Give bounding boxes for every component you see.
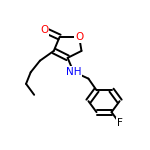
Text: O: O — [75, 32, 83, 42]
Text: NH: NH — [66, 67, 81, 77]
Text: F: F — [117, 118, 123, 128]
Text: O: O — [40, 25, 49, 35]
